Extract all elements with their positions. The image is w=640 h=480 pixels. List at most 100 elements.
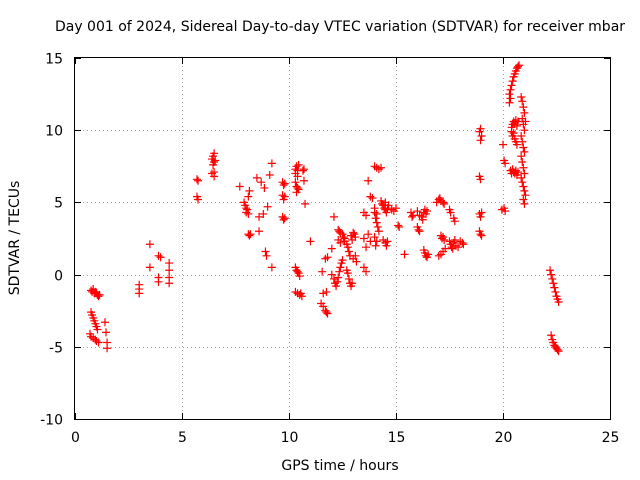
data-point xyxy=(477,136,485,144)
data-point xyxy=(194,177,202,185)
data-point xyxy=(146,263,154,271)
data-point xyxy=(519,103,527,111)
data-point xyxy=(394,222,402,230)
data-point xyxy=(521,191,529,199)
data-point xyxy=(268,263,276,271)
data-point xyxy=(244,193,252,201)
data-point xyxy=(103,344,111,352)
data-point xyxy=(264,203,272,211)
data-point xyxy=(102,328,110,336)
data-point xyxy=(478,232,486,240)
data-point xyxy=(364,177,372,185)
y-tick-label: -10 xyxy=(40,413,63,429)
data-point xyxy=(547,331,555,339)
data-point xyxy=(306,237,314,245)
data-point xyxy=(550,284,558,292)
data-point xyxy=(193,175,201,183)
x-tick-label: 0 xyxy=(71,430,80,446)
data-point xyxy=(135,289,143,297)
data-point xyxy=(165,279,173,287)
data-point xyxy=(244,210,252,218)
data-point xyxy=(505,90,513,98)
x-tick-labels: 0 5 10 15 20 25 xyxy=(71,430,619,446)
data-point xyxy=(520,187,528,195)
data-point xyxy=(335,268,343,276)
x-tick-label: 10 xyxy=(281,430,299,446)
data-point xyxy=(366,193,374,201)
data-point xyxy=(518,178,526,186)
data-point xyxy=(506,86,514,94)
data-point xyxy=(330,213,338,221)
data-point xyxy=(362,268,370,276)
y-tick-label: -5 xyxy=(49,341,63,357)
data-point xyxy=(374,223,382,231)
data-point xyxy=(518,97,526,105)
data-point xyxy=(154,278,162,286)
data-point xyxy=(210,168,218,176)
data-point xyxy=(519,164,527,172)
data-point xyxy=(146,240,154,248)
data-point xyxy=(395,223,403,231)
data-point xyxy=(263,252,271,260)
x-tick-label: 5 xyxy=(178,430,187,446)
data-point xyxy=(301,200,309,208)
data-point xyxy=(416,227,424,235)
data-point xyxy=(549,279,557,287)
y-tick-label: 5 xyxy=(54,196,63,212)
y-tick-labels: -10 -5 0 5 10 15 xyxy=(40,52,63,429)
data-point xyxy=(373,219,381,227)
data-point xyxy=(253,174,261,182)
data-point xyxy=(373,210,381,218)
x-tick-label: 20 xyxy=(495,430,513,446)
data-point xyxy=(368,194,376,202)
data-point xyxy=(165,266,173,274)
data-point xyxy=(245,232,253,240)
scatter-chart: Day 001 of 2024, Sidereal Day-to-day VTE… xyxy=(0,0,640,480)
data-point xyxy=(345,247,353,255)
data-point xyxy=(101,318,109,326)
data-point xyxy=(509,77,517,85)
data-point xyxy=(383,237,391,245)
x-tick-label: 15 xyxy=(388,430,406,446)
data-point xyxy=(372,214,380,222)
data-point xyxy=(300,177,308,185)
data-point xyxy=(291,178,299,186)
data-point xyxy=(360,263,368,271)
data-point xyxy=(505,99,513,107)
data-point xyxy=(281,180,289,188)
y-tick-label: 0 xyxy=(54,269,63,285)
data-point xyxy=(294,184,302,192)
data-point xyxy=(266,171,274,179)
data-point xyxy=(517,93,525,101)
data-point xyxy=(372,242,380,250)
data-point xyxy=(321,255,329,263)
data-point xyxy=(328,245,336,253)
data-point xyxy=(268,159,276,167)
data-point xyxy=(279,191,287,199)
data-point xyxy=(245,187,253,195)
data-point xyxy=(518,158,526,166)
data-point xyxy=(551,288,559,296)
data-point xyxy=(246,230,254,238)
data-point xyxy=(546,266,554,274)
data-point xyxy=(157,253,165,261)
data-point xyxy=(547,271,555,279)
chart-title: Day 001 of 2024, Sidereal Day-to-day VTE… xyxy=(55,19,625,35)
data-point xyxy=(318,268,326,276)
data-point xyxy=(281,214,289,222)
data-point xyxy=(154,252,162,260)
x-tick-label: 25 xyxy=(602,430,620,446)
data-point xyxy=(499,141,507,149)
data-point xyxy=(300,165,308,173)
data-point xyxy=(508,128,516,136)
data-point xyxy=(371,209,379,217)
data-point xyxy=(508,81,516,89)
data-point xyxy=(294,268,302,276)
data-point xyxy=(375,227,383,235)
data-point xyxy=(324,253,332,261)
x-axis-label: GPS time / hours xyxy=(281,458,398,474)
data-point xyxy=(519,196,527,204)
y-tick-label: 15 xyxy=(45,52,63,68)
y-tick-label: 10 xyxy=(45,124,63,140)
data-point xyxy=(519,183,527,191)
